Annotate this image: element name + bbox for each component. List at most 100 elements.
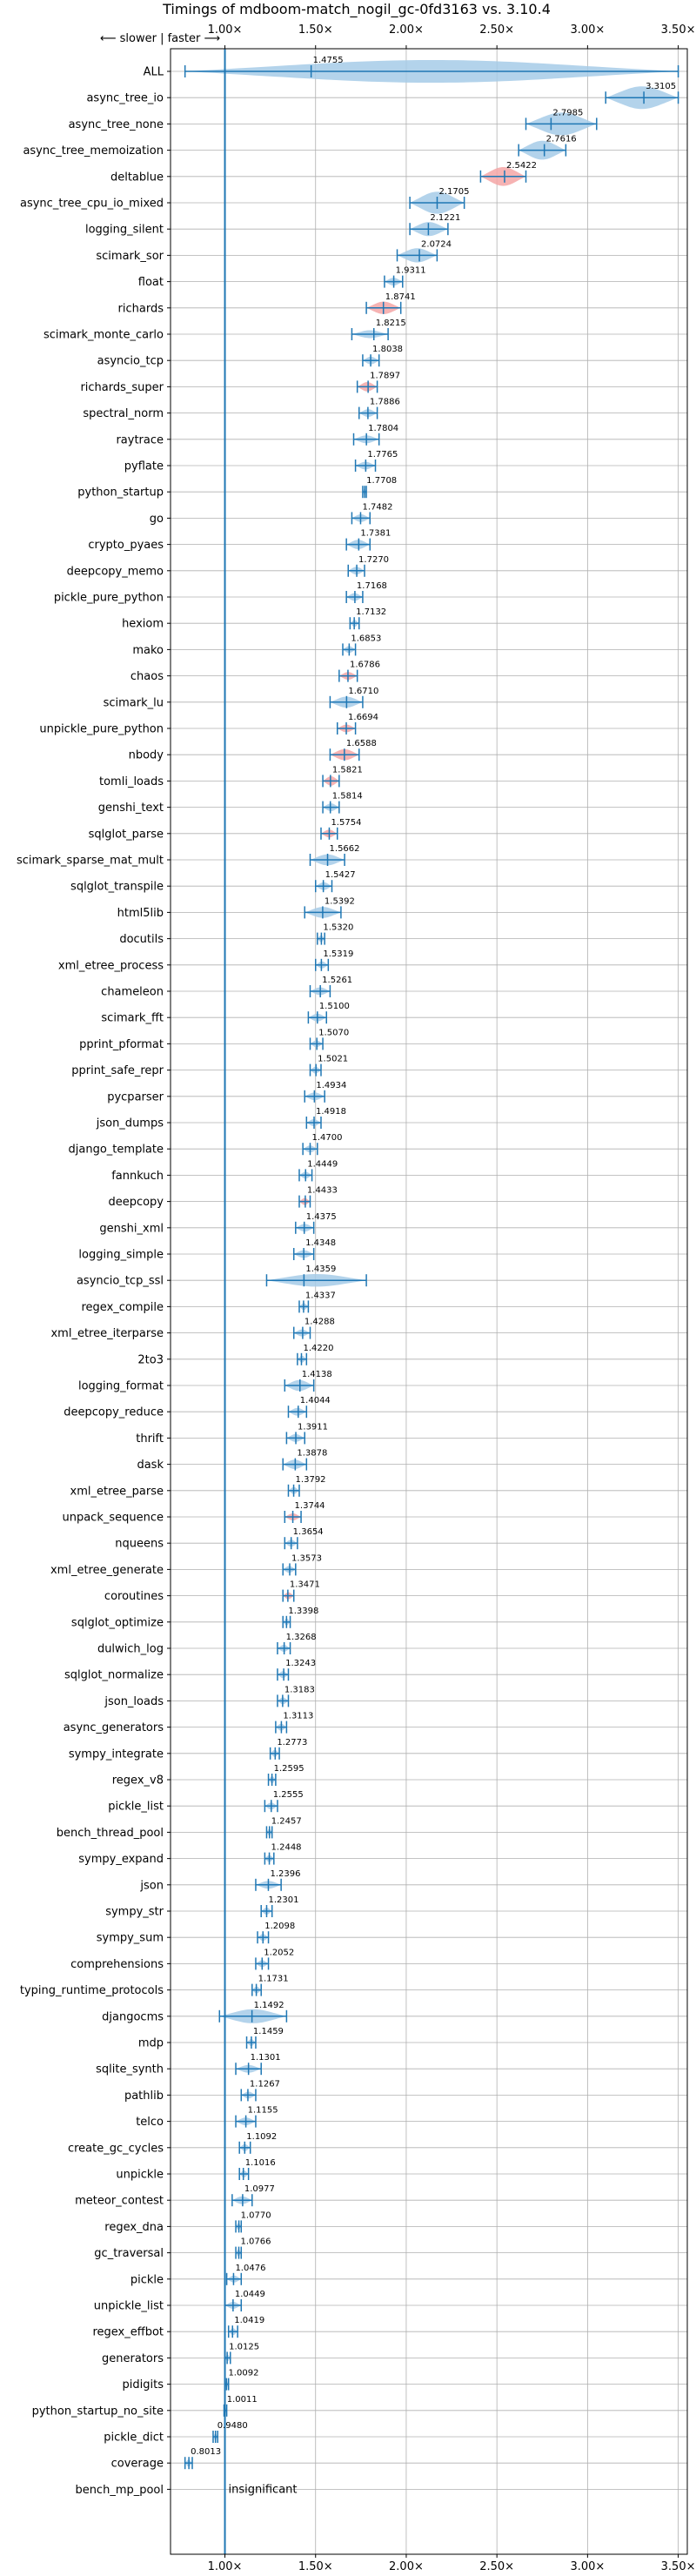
benchmark-label: pycparser: [107, 1090, 164, 1104]
value-label: 1.5821: [332, 765, 363, 775]
value-label: 1.2098: [264, 1922, 295, 1931]
benchmark-label: unpickle_list: [94, 2300, 164, 2313]
benchmark-label: unpack_sequence: [62, 1512, 164, 1525]
benchmark-label: telco: [136, 2116, 164, 2129]
benchmark-label: spectral_norm: [83, 407, 164, 420]
benchmark-label: async_tree_none: [69, 118, 164, 131]
value-label: 1.2773: [277, 1738, 307, 1748]
benchmark-label: asyncio_tcp: [97, 355, 164, 368]
value-label: 1.1731: [258, 1975, 289, 1984]
benchmark-label: xml_etree_process: [58, 959, 164, 972]
benchmark-label: json_loads: [104, 1695, 164, 1708]
value-label: 1.2457: [271, 1816, 302, 1826]
benchmark-label: genshi_xml: [99, 1222, 164, 1235]
value-label: 1.3744: [295, 1501, 325, 1511]
x-tick-label-bottom: 3.50×: [661, 2560, 696, 2573]
value-label: 1.1016: [245, 2158, 276, 2168]
value-label: 1.0011: [227, 2395, 258, 2405]
value-label: 1.1267: [250, 2079, 280, 2089]
value-label: 1.6853: [351, 634, 381, 643]
benchmark-label: pyflate: [124, 460, 164, 473]
grid-layer: [167, 45, 687, 2558]
benchmark-label: regex_compile: [81, 1301, 164, 1314]
value-label: 1.4337: [305, 1291, 336, 1300]
benchmark-label: generators: [102, 2352, 164, 2365]
x-tick-label-bottom: 2.00×: [389, 2560, 424, 2573]
benchmark-label: fannkuch: [111, 1170, 164, 1183]
benchmark-label: async_tree_memoization: [23, 144, 164, 158]
benchmark-label: tomli_loads: [99, 775, 164, 788]
benchmark-label: chameleon: [101, 986, 164, 999]
label-layer: 1.00× 1.00× 1.50× 1.50× 2.00× 2.00× 2.50× 2.50×…: [17, 23, 695, 2573]
benchmark-label: deepcopy_reduce: [64, 1406, 164, 1419]
benchmark-label: docutils: [119, 933, 164, 946]
benchmark-label: json: [139, 1879, 164, 1892]
benchmark-label: sympy_str: [105, 1906, 164, 1919]
benchmark-label: genshi_text: [98, 802, 164, 815]
value-label: 1.3878: [297, 1449, 327, 1459]
value-label: 1.5070: [318, 1028, 349, 1037]
benchmark-label: meteor_contest: [75, 2195, 164, 2208]
value-label: 1.7886: [370, 398, 400, 407]
benchmark-label: async_tree_cpu_io_mixed: [20, 198, 164, 211]
value-label: 1.7270: [358, 555, 389, 565]
benchmark-label: bench_thread_pool: [57, 1827, 164, 1840]
value-label: 1.0476: [235, 2264, 265, 2273]
benchmark-label: pickle_list: [108, 1801, 164, 1814]
benchmark-label: sqlglot_normalize: [64, 1669, 164, 1682]
value-label: 1.7168: [357, 581, 387, 591]
benchmark-label: deltablue: [110, 171, 164, 184]
benchmark-label: logging_silent: [85, 224, 164, 237]
value-label: 1.4138: [302, 1370, 332, 1379]
value-label: 1.3113: [283, 1712, 313, 1721]
benchmark-label: ALL: [144, 66, 164, 79]
benchmark-label: bench_mp_pool: [75, 2484, 164, 2497]
value-label: 1.5754: [331, 818, 361, 828]
x-tick-label-top: 3.50×: [661, 23, 696, 37]
value-label: 1.4359: [305, 1265, 336, 1274]
value-label: 3.3105: [646, 82, 676, 91]
benchmark-label: regex_v8: [112, 1774, 164, 1788]
value-label: 1.0770: [241, 2210, 271, 2220]
value-label: 1.4220: [303, 1344, 333, 1353]
value-label: 1.4433: [307, 1186, 338, 1196]
benchmark-label: richards_super: [80, 381, 164, 394]
value-label: 1.1092: [246, 2132, 277, 2142]
value-label: 1.7381: [360, 529, 391, 539]
benchmark-label: richards: [118, 302, 164, 315]
plot-frame: [170, 48, 688, 2555]
value-label: 1.8038: [372, 345, 403, 354]
value-label: 1.5427: [325, 870, 356, 880]
value-label: 1.7482: [362, 502, 392, 512]
value-label: 1.0092: [228, 2369, 258, 2378]
direction-label: ⟵ slower | faster ⟶: [100, 32, 220, 45]
value-label: 2.5422: [506, 161, 537, 171]
value-label: 0.9480: [218, 2421, 248, 2431]
benchmark-label: chaos: [130, 670, 164, 683]
value-label: 1.5392: [325, 896, 355, 906]
value-label: 1.5100: [319, 1002, 350, 1011]
value-label: 1.6694: [348, 713, 378, 722]
value-label: 1.5261: [322, 976, 352, 985]
benchmark-label: coverage: [111, 2458, 164, 2471]
benchmark-label: scimark_fft: [101, 1012, 164, 1025]
value-label: 1.7708: [366, 476, 397, 486]
value-label: 1.2301: [268, 1895, 298, 1905]
value-label: 1.3398: [288, 1607, 318, 1616]
value-label: 1.3471: [290, 1580, 320, 1590]
benchmark-label: sympy_integrate: [69, 1748, 164, 1761]
value-label: 1.3654: [293, 1527, 324, 1537]
benchmark-label: djangocms: [102, 2010, 164, 2023]
benchmark-label: raytrace: [116, 433, 164, 446]
benchmark-label: gc_traversal: [94, 2247, 164, 2260]
benchmark-label: pickle_pure_python: [54, 592, 164, 605]
value-label: 1.2448: [271, 1843, 302, 1853]
value-label: 1.4755: [313, 56, 344, 65]
value-label: 1.2555: [273, 1790, 304, 1800]
benchmark-label: nbody: [129, 749, 164, 762]
value-label: 1.0125: [229, 2342, 259, 2351]
value-label: 1.0766: [240, 2237, 271, 2247]
value-label: 1.4348: [305, 1238, 336, 1248]
benchmark-label: json_dumps: [96, 1117, 164, 1130]
